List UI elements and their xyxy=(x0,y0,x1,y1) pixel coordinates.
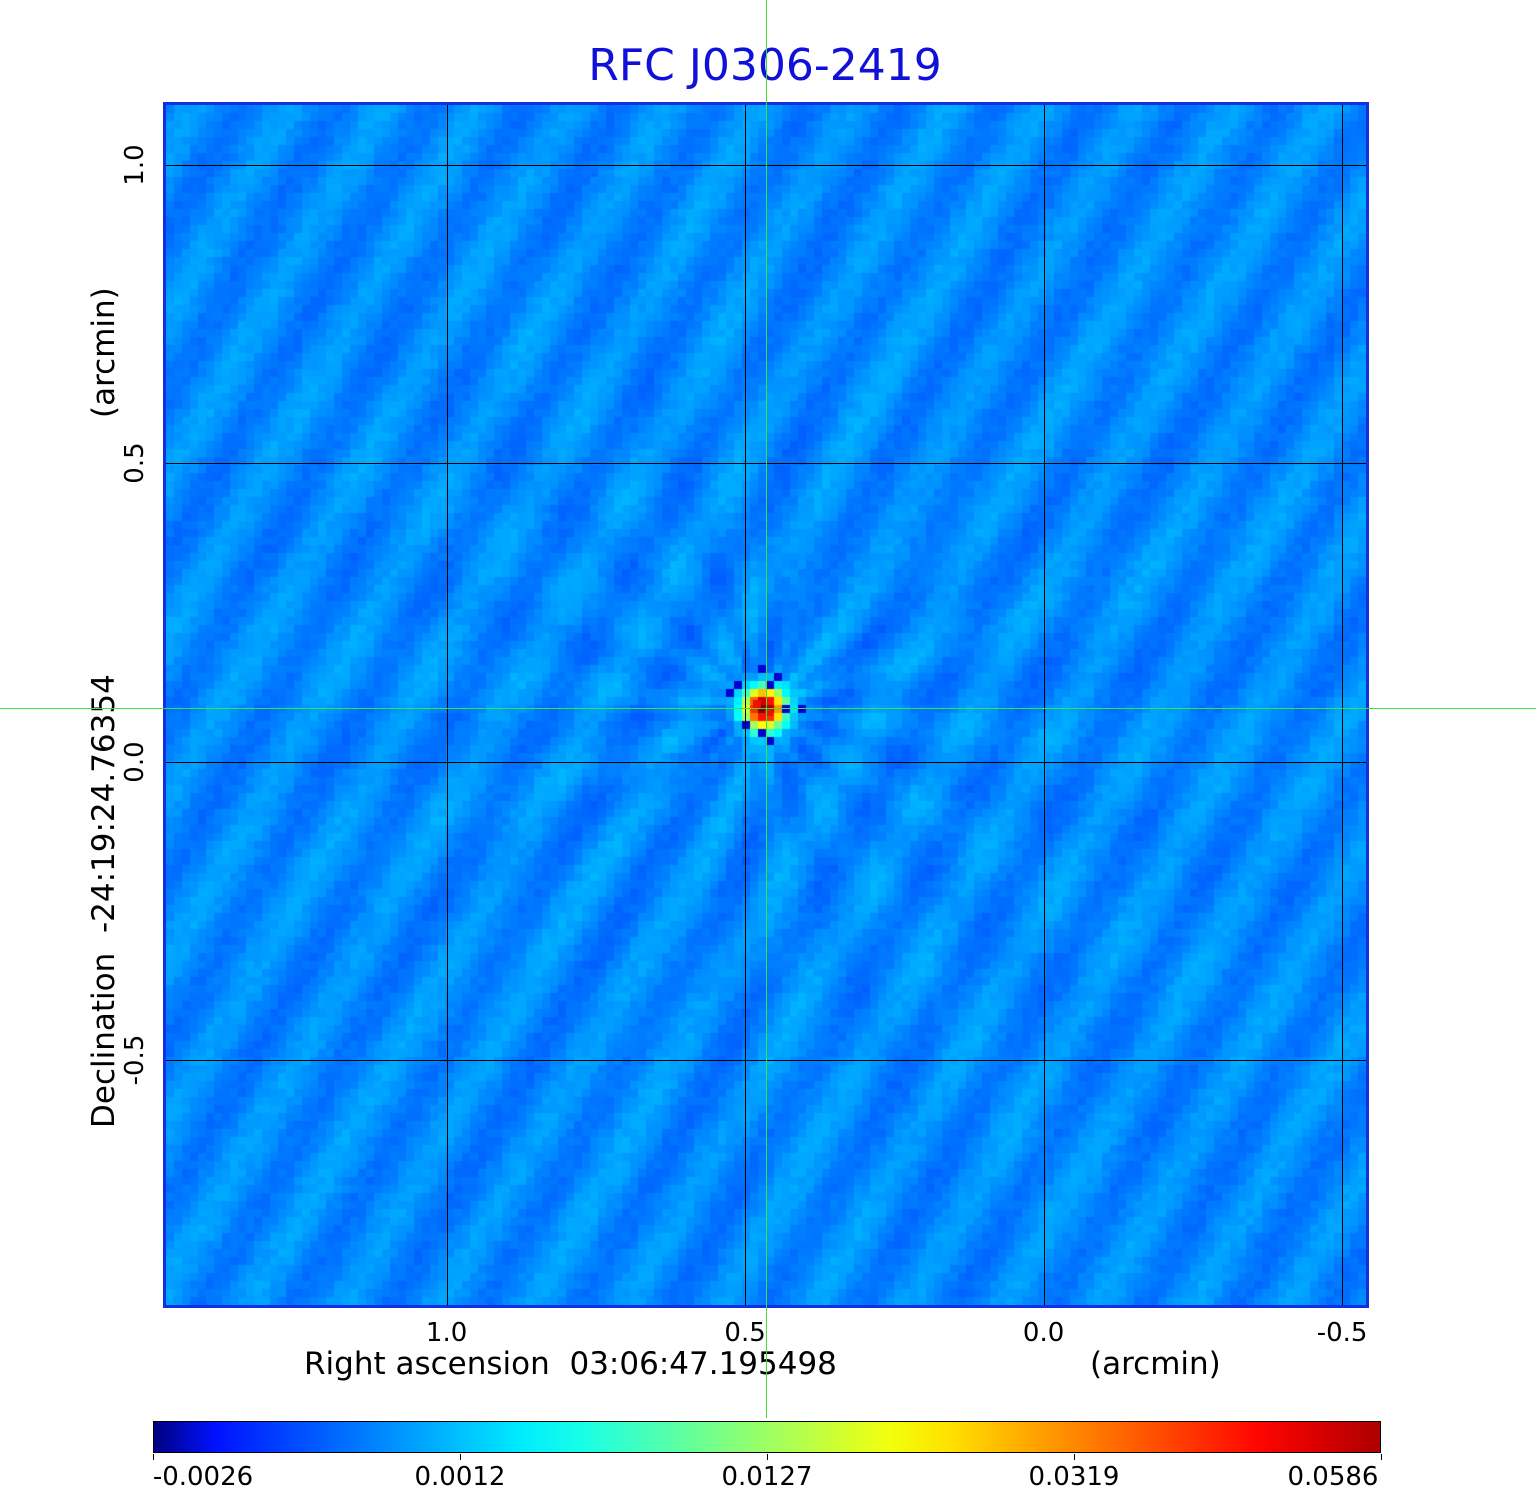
colorbar-tick-label: -0.0026 xyxy=(152,1462,254,1492)
y-tick-label: 0.5 xyxy=(120,442,150,484)
y-axis-unit: (arcmin) xyxy=(86,287,122,418)
grid-line-x-1 xyxy=(745,105,747,1305)
x-axis-unit: (arcmin) xyxy=(1090,1346,1221,1382)
grid-line-x-3 xyxy=(1342,105,1344,1305)
x-axis-label: Right ascension 03:06:47.195498 xyxy=(304,1346,837,1382)
colorbar-tick-label: 0.0012 xyxy=(414,1462,506,1492)
colorbar-tick xyxy=(153,1454,154,1460)
y-tick-label: -0.5 xyxy=(120,1034,150,1086)
colorbar-tick-label: 0.0127 xyxy=(721,1462,813,1492)
colorbar-tick xyxy=(1074,1454,1075,1460)
chart-title: RFC J0306-2419 xyxy=(588,40,942,91)
colorbar-tick-label: 0.0319 xyxy=(1028,1462,1120,1492)
colorbar-tick-label: 0.0586 xyxy=(1287,1462,1379,1492)
x-tick-label: -0.5 xyxy=(1316,1318,1368,1348)
grid-line-x-0 xyxy=(446,105,448,1305)
colorbar-tick xyxy=(460,1454,461,1460)
x-tick-label: 1.0 xyxy=(425,1318,468,1348)
x-tick-label: 0.0 xyxy=(1022,1318,1065,1348)
x-tick-label: 0.5 xyxy=(724,1318,766,1348)
crosshair-vertical xyxy=(766,0,767,1418)
y-tick-label: 0.0 xyxy=(120,741,150,783)
colorbar xyxy=(153,1421,1381,1453)
crosshair-horizontal xyxy=(0,708,1536,709)
colorbar-tick xyxy=(1381,1454,1382,1460)
colorbar-tick xyxy=(767,1454,768,1460)
y-axis-label: Declination -24:19:24.76354 xyxy=(86,674,122,1128)
grid-line-x-2 xyxy=(1043,105,1045,1305)
y-tick-label: 1.0 xyxy=(120,144,150,186)
